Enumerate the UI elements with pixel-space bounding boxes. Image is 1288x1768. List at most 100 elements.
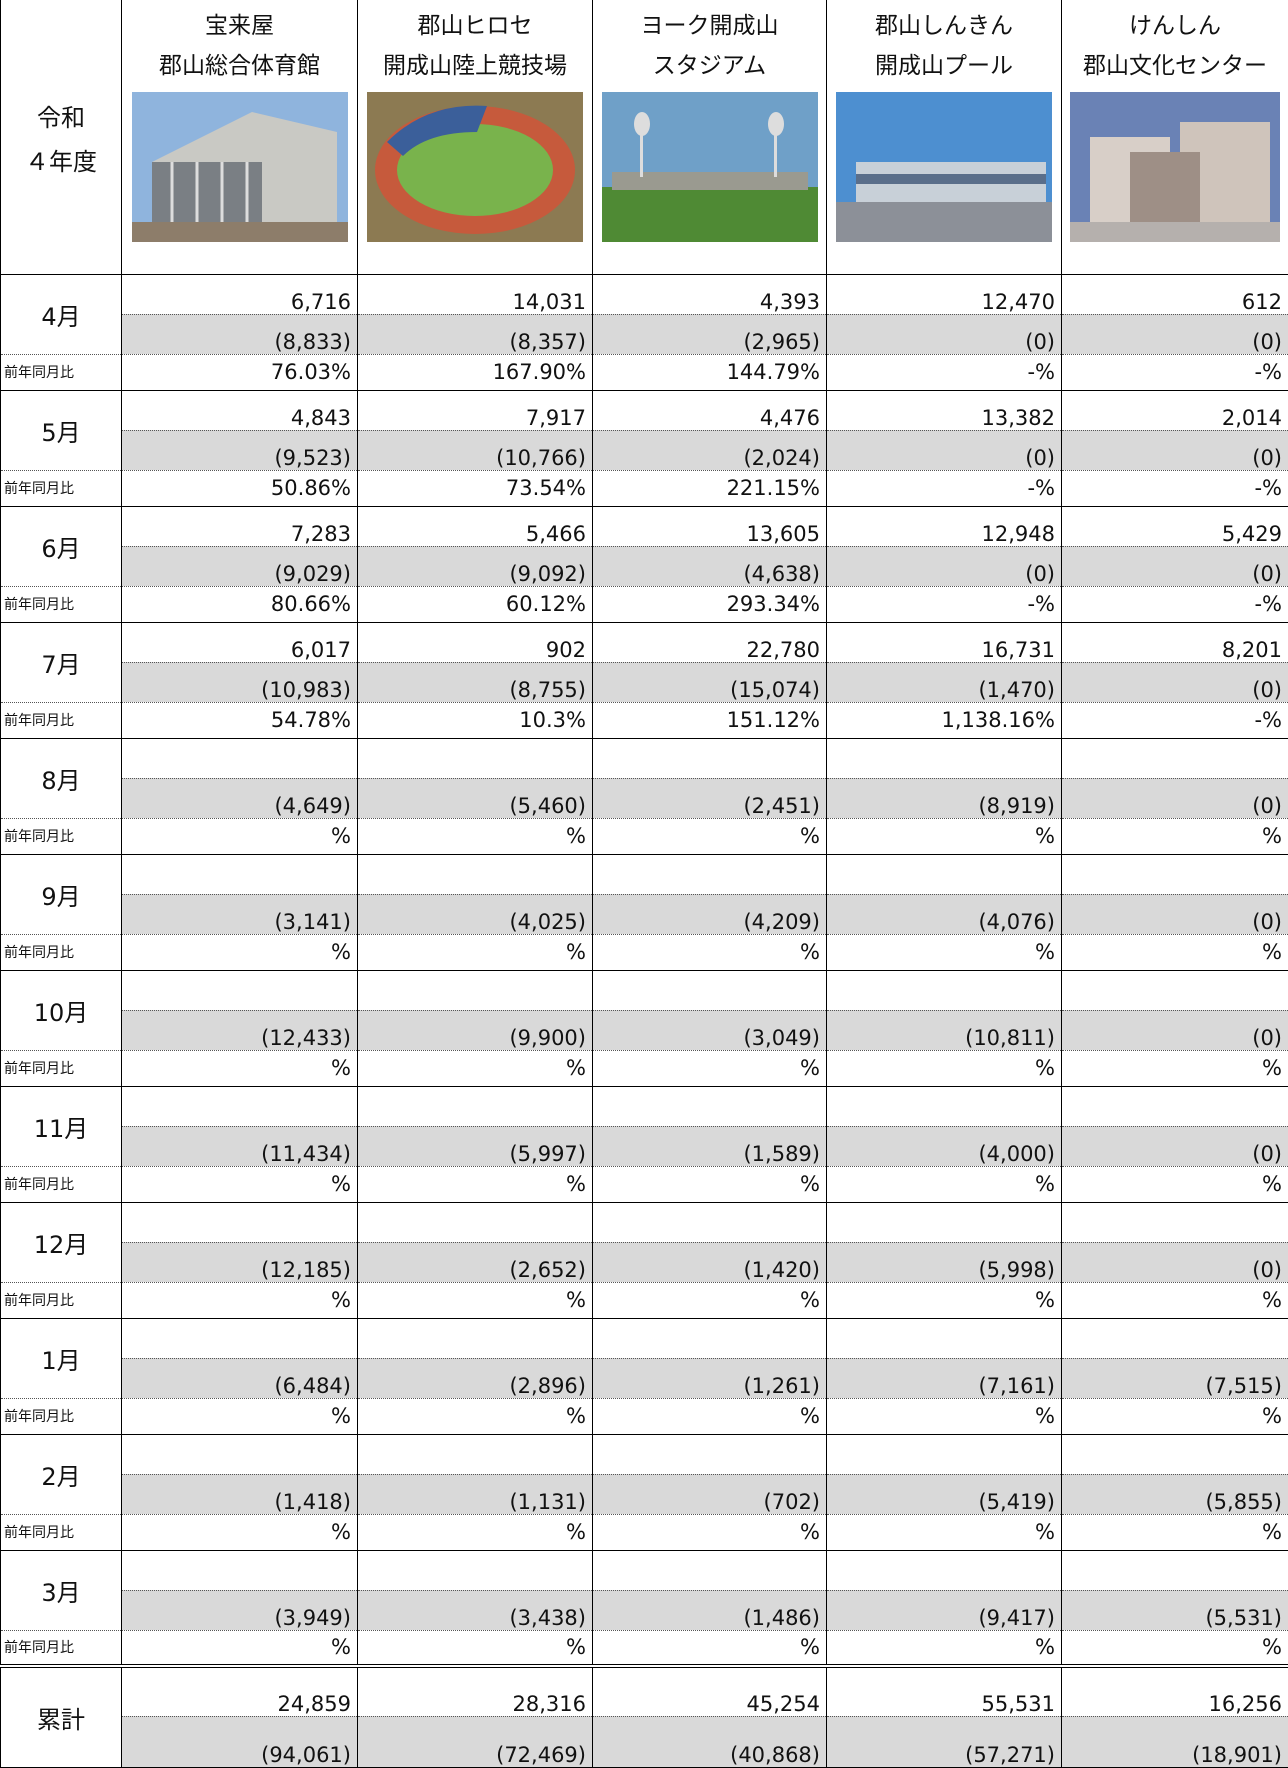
photo [367, 92, 583, 242]
facility-name: 開成山陸上競技場 [362, 46, 588, 86]
value-cell: 612 [1062, 274, 1288, 314]
previous-cell: (15,074) [593, 662, 827, 702]
value-cell [358, 1318, 593, 1358]
value-cell [358, 1550, 593, 1590]
previous-cell: (2,024) [593, 430, 827, 470]
month-label: 12月 [1, 1202, 122, 1282]
ratio-label: 前年同月比 [1, 1630, 122, 1666]
previous-cell: (0) [1062, 1126, 1288, 1166]
previous-cell: (1,470) [827, 662, 1062, 702]
value-cell [827, 970, 1062, 1010]
previous-cell: (5,419) [827, 1474, 1062, 1514]
ratio-cell: 50.86% [122, 470, 358, 506]
ratio-label: 前年同月比 [1, 1166, 122, 1202]
facility-name: 郡山文化センター [1066, 46, 1284, 86]
ratio-cell: 60.12% [358, 586, 593, 622]
previous-cell: (11,434) [122, 1126, 358, 1166]
previous-cell: (5,531) [1062, 1590, 1288, 1630]
value-row: 11月 [1, 1086, 1288, 1126]
ratio-label: 前年同月比 [1, 702, 122, 738]
photo [836, 92, 1052, 242]
total-previous: (18,901) [1062, 1716, 1288, 1767]
value-cell: 4,393 [593, 274, 827, 314]
value-cell [122, 970, 358, 1010]
total-previous: (94,061) [122, 1716, 358, 1767]
ratio-cell: 10.3% [358, 702, 593, 738]
previous-row: (1,418)(1,131)(702)(5,419)(5,855) [1, 1474, 1288, 1514]
ratio-cell: % [1062, 1050, 1288, 1086]
ratio-cell: % [122, 1514, 358, 1550]
corner-line: 令和 [5, 96, 117, 140]
previous-cell: (1,261) [593, 1358, 827, 1398]
ratio-cell: % [1062, 1630, 1288, 1666]
previous-cell: (0) [827, 314, 1062, 354]
previous-row: (9,523)(10,766)(2,024)(0)(0) [1, 430, 1288, 470]
previous-row: (4,649)(5,460)(2,451)(8,919)(0) [1, 778, 1288, 818]
ratio-cell: 73.54% [358, 470, 593, 506]
total-value: 16,256 [1062, 1666, 1288, 1716]
value-cell: 12,948 [827, 506, 1062, 546]
value-cell [1062, 854, 1288, 894]
value-cell [593, 1202, 827, 1242]
value-cell [122, 738, 358, 778]
value-cell: 14,031 [358, 274, 593, 314]
previous-cell: (1,131) [358, 1474, 593, 1514]
ratio-cell: % [122, 1282, 358, 1318]
previous-cell: (0) [1062, 314, 1288, 354]
ratio-row: 前年同月比%%%%% [1, 818, 1288, 854]
value-cell [593, 854, 827, 894]
ratio-cell: 293.34% [593, 586, 827, 622]
value-cell: 13,382 [827, 390, 1062, 430]
value-cell: 5,466 [358, 506, 593, 546]
ratio-cell: % [358, 1282, 593, 1318]
value-cell [358, 738, 593, 778]
value-cell: 12,470 [827, 274, 1062, 314]
total-value: 45,254 [593, 1666, 827, 1716]
previous-cell: (12,185) [122, 1242, 358, 1282]
previous-cell: (0) [827, 546, 1062, 586]
previous-cell: (9,900) [358, 1010, 593, 1050]
previous-row: (10,983)(8,755)(15,074)(1,470)(0) [1, 662, 1288, 702]
ratio-cell: % [358, 934, 593, 970]
previous-cell: (8,833) [122, 314, 358, 354]
previous-row: (9,029)(9,092)(4,638)(0)(0) [1, 546, 1288, 586]
previous-cell: (0) [1062, 1242, 1288, 1282]
ratio-cell: % [593, 934, 827, 970]
ratio-cell: 151.12% [593, 702, 827, 738]
month-label: 9月 [1, 854, 122, 934]
ratio-cell: % [827, 1514, 1062, 1550]
value-row: 1月 [1, 1318, 1288, 1358]
previous-row: (6,484)(2,896)(1,261)(7,161)(7,515) [1, 1358, 1288, 1398]
ratio-cell: 54.78% [122, 702, 358, 738]
value-cell [358, 1434, 593, 1474]
ratio-cell: % [358, 1514, 593, 1550]
ratio-cell: % [1062, 1166, 1288, 1202]
previous-cell: (0) [827, 430, 1062, 470]
facility-name: 郡山しんきん [831, 6, 1057, 46]
previous-cell: (3,438) [358, 1590, 593, 1630]
value-cell [1062, 1202, 1288, 1242]
value-cell: 4,843 [122, 390, 358, 430]
value-cell: 7,917 [358, 390, 593, 430]
facility: けんしん郡山文化センター [1062, 0, 1288, 274]
ratio-cell: -% [1062, 586, 1288, 622]
total-value: 55,531 [827, 1666, 1062, 1716]
ratio-cell: -% [1062, 702, 1288, 738]
total-previous-row: (94,061)(72,469)(40,868)(57,271)(18,901) [1, 1716, 1288, 1767]
ratio-cell: % [593, 1398, 827, 1434]
month-label: 10月 [1, 970, 122, 1050]
previous-cell: (3,049) [593, 1010, 827, 1050]
ratio-cell: 1,138.16% [827, 702, 1062, 738]
facility-name: 郡山ヒロセ [362, 6, 588, 46]
ratio-cell: % [593, 1630, 827, 1666]
previous-cell: (4,000) [827, 1126, 1062, 1166]
previous-cell: (2,965) [593, 314, 827, 354]
previous-cell: (5,460) [358, 778, 593, 818]
ratio-cell: % [122, 1630, 358, 1666]
value-cell: 13,605 [593, 506, 827, 546]
value-cell: 6,716 [122, 274, 358, 314]
previous-cell: (2,451) [593, 778, 827, 818]
